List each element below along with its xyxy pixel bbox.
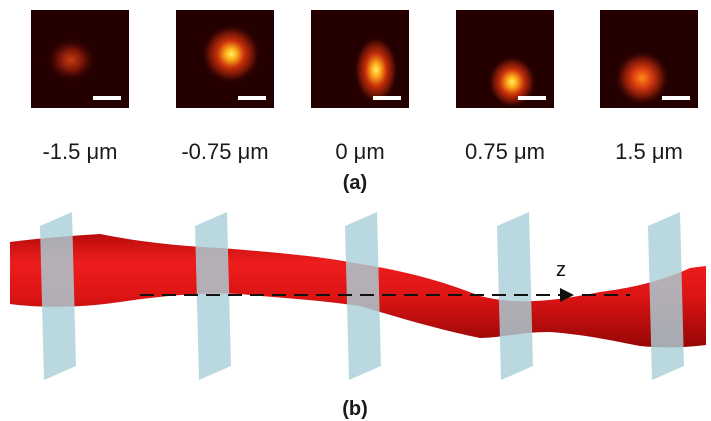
psf-spot-zero [311, 10, 409, 108]
depth-label: -0.75 μm [181, 139, 269, 164]
scale-bar [373, 96, 401, 100]
depth-label: 0.75 μm [465, 139, 545, 164]
imaging-plane [648, 212, 684, 380]
fiber-rendering-svg: z [10, 212, 706, 380]
imaging-plane [40, 212, 76, 380]
depth-label: -1.5 μm [42, 139, 118, 164]
z-axis-arrowhead [560, 288, 574, 302]
scale-bar [662, 96, 690, 100]
scale-bar [518, 96, 546, 100]
focal-image-plus-0-75 [456, 10, 554, 108]
focal-image-minus-1-5 [31, 10, 129, 108]
z-axis-label: z [556, 259, 566, 281]
focal-image-plus-1-5 [600, 10, 698, 108]
psf-spot-minus-1-5 [31, 10, 129, 108]
psf-spot-plus-1-5 [600, 10, 698, 108]
caption-b: (b) [342, 398, 368, 420]
fiber-rendering: z [0, 190, 711, 395]
scale-bar [93, 96, 121, 100]
psf-spot-minus-0-75 [176, 10, 274, 108]
depth-label: 0 μm [335, 139, 385, 164]
focal-image-zero [311, 10, 409, 108]
depth-label: 1.5 μm [615, 139, 683, 164]
focal-image-minus-0-75 [176, 10, 274, 108]
psf-spot-plus-0-75 [456, 10, 554, 108]
caption-a: (a) [342, 172, 368, 194]
scale-bar [238, 96, 266, 100]
